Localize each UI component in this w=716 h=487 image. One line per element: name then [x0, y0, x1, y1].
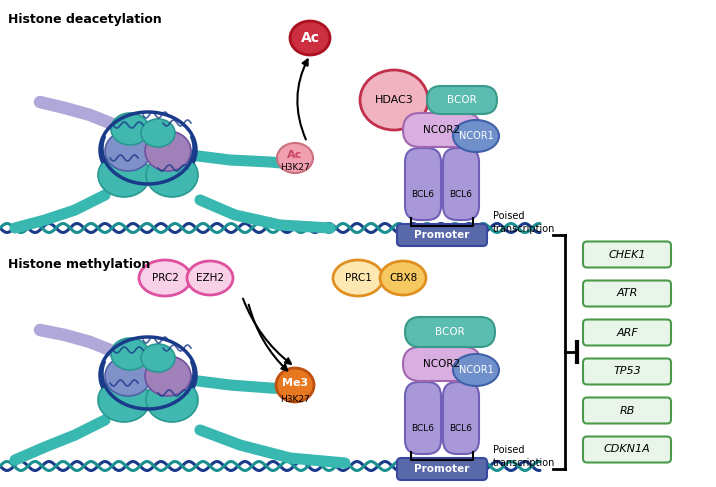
Text: RB: RB: [619, 406, 634, 415]
Ellipse shape: [380, 261, 426, 295]
Ellipse shape: [277, 143, 313, 173]
Ellipse shape: [187, 261, 233, 295]
Ellipse shape: [105, 131, 151, 171]
Ellipse shape: [141, 344, 175, 372]
Text: NCOR1: NCOR1: [459, 131, 493, 141]
FancyBboxPatch shape: [583, 436, 671, 463]
Text: PRC2: PRC2: [152, 273, 178, 283]
Ellipse shape: [105, 356, 151, 396]
FancyBboxPatch shape: [403, 113, 481, 147]
Text: transcription: transcription: [493, 224, 556, 234]
Text: H3K27: H3K27: [280, 394, 310, 404]
Ellipse shape: [333, 260, 383, 296]
FancyBboxPatch shape: [583, 281, 671, 306]
Text: BCOR: BCOR: [435, 327, 465, 337]
Text: ATR: ATR: [616, 288, 638, 299]
Text: transcription: transcription: [493, 458, 556, 468]
Text: NCOR2: NCOR2: [423, 359, 460, 369]
Text: NCOR1: NCOR1: [459, 365, 493, 375]
FancyBboxPatch shape: [397, 224, 487, 246]
FancyBboxPatch shape: [443, 382, 479, 454]
Ellipse shape: [453, 354, 499, 386]
Ellipse shape: [139, 260, 191, 296]
Text: EZH2: EZH2: [196, 273, 224, 283]
Text: CDKN1A: CDKN1A: [604, 445, 650, 454]
FancyBboxPatch shape: [443, 148, 479, 220]
Text: TP53: TP53: [613, 367, 641, 376]
Text: BCL6: BCL6: [412, 190, 435, 199]
FancyBboxPatch shape: [405, 382, 441, 454]
Ellipse shape: [276, 368, 314, 402]
Text: ARF: ARF: [616, 327, 638, 337]
Text: Promoter: Promoter: [415, 230, 470, 240]
Text: Poised: Poised: [493, 445, 525, 455]
FancyBboxPatch shape: [405, 317, 495, 347]
Ellipse shape: [146, 153, 198, 197]
FancyBboxPatch shape: [583, 319, 671, 345]
FancyBboxPatch shape: [397, 458, 487, 480]
Ellipse shape: [360, 70, 428, 130]
Ellipse shape: [141, 119, 175, 147]
FancyBboxPatch shape: [405, 148, 441, 220]
FancyBboxPatch shape: [403, 347, 481, 381]
Text: Ac: Ac: [301, 31, 319, 45]
Ellipse shape: [145, 356, 191, 396]
Ellipse shape: [453, 120, 499, 152]
Text: HDAC3: HDAC3: [374, 95, 413, 105]
FancyBboxPatch shape: [583, 397, 671, 424]
Ellipse shape: [145, 131, 191, 171]
Text: Histone deacetylation: Histone deacetylation: [8, 13, 162, 26]
Text: BCL6: BCL6: [450, 190, 473, 199]
Ellipse shape: [111, 113, 149, 145]
Text: BCOR: BCOR: [447, 95, 477, 105]
Text: H3K27: H3K27: [280, 164, 310, 172]
Text: NCOR2: NCOR2: [423, 125, 460, 135]
Text: CHEK1: CHEK1: [609, 249, 646, 260]
FancyBboxPatch shape: [583, 358, 671, 385]
Ellipse shape: [290, 21, 330, 55]
Ellipse shape: [98, 378, 150, 422]
Text: BCL6: BCL6: [412, 424, 435, 433]
Ellipse shape: [111, 338, 149, 370]
Ellipse shape: [98, 153, 150, 197]
Ellipse shape: [146, 378, 198, 422]
Text: BCL6: BCL6: [450, 424, 473, 433]
FancyBboxPatch shape: [427, 86, 497, 114]
Text: Promoter: Promoter: [415, 464, 470, 474]
FancyBboxPatch shape: [583, 242, 671, 267]
Text: Poised: Poised: [493, 211, 525, 221]
Text: Me3: Me3: [282, 378, 308, 388]
Text: PRC1: PRC1: [344, 273, 372, 283]
Text: Histone methylation: Histone methylation: [8, 258, 150, 271]
Text: CBX8: CBX8: [389, 273, 417, 283]
Text: Ac: Ac: [287, 150, 303, 160]
